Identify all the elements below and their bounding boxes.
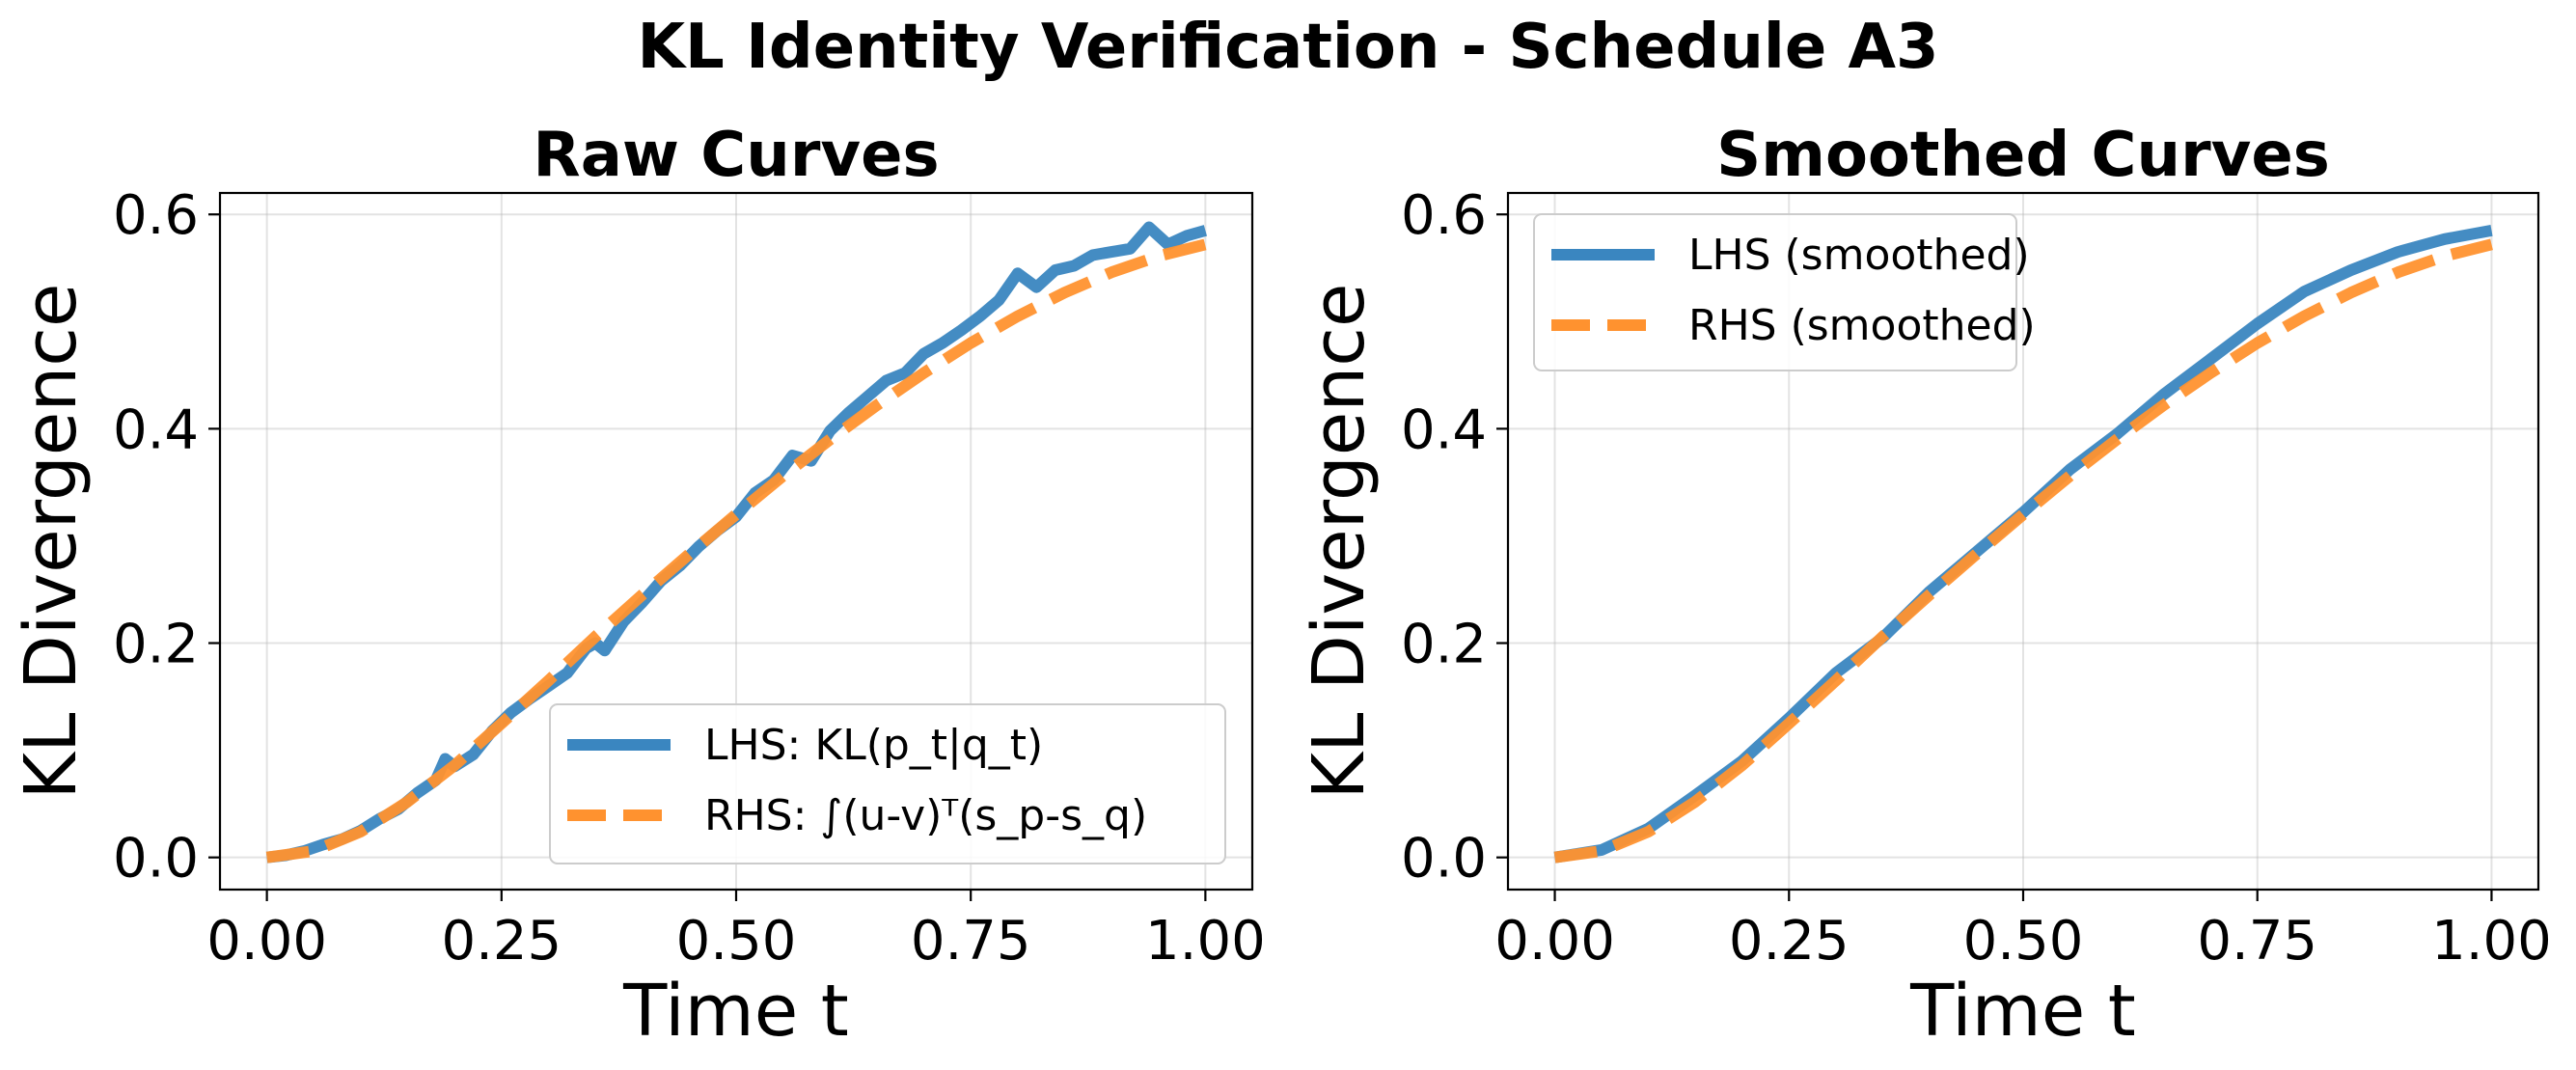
legend: LHS: KL(p_t|q_t) RHS: ∫(u-v)ᵀ(s_p-s_q) <box>549 703 1226 864</box>
legend-label-rhs: RHS (smoothed) <box>1688 301 2036 350</box>
y-axis-label: KL Divergence <box>1298 284 1381 800</box>
x-tick-label: 0.75 <box>911 910 1031 973</box>
x-tick-label: 1.00 <box>1145 910 1266 973</box>
x-tick-label: 0.25 <box>441 910 562 973</box>
y-tick-label: 0.0 <box>113 828 199 891</box>
y-axis-label: KL Divergence <box>10 284 93 800</box>
x-tick-label: 1.00 <box>2431 910 2552 973</box>
panel-title: Raw Curves <box>533 120 939 191</box>
x-axis-label: Time t <box>1909 970 2136 1053</box>
panel-title: Smoothed Curves <box>1716 120 2330 191</box>
y-tick-label: 0.4 <box>113 398 199 461</box>
x-tick-label: 0.50 <box>676 910 797 973</box>
x-axis-label: Time t <box>622 970 849 1053</box>
legend-label-lhs: LHS: KL(p_t|q_t) <box>704 721 1043 770</box>
y-tick-label: 0.6 <box>1401 184 1487 247</box>
x-tick-label: 0.25 <box>1729 910 1850 973</box>
figure-suptitle: KL Identity Verification - Schedule A3 <box>637 12 1938 83</box>
raw-curves-panel: 0.00 0.25 0.50 0.75 1.00 0.0 0.2 0.4 0.6 Raw Curv… <box>10 120 1266 1053</box>
y-tick-label: 0.4 <box>1401 398 1487 461</box>
smoothed-curves-panel: 0.00 0.25 0.50 0.75 1.00 0.0 0.2 0.4 0.6 Smoothed… <box>1298 120 2552 1053</box>
x-tick-label: 0.00 <box>206 910 327 973</box>
lhs-series-line <box>1553 224 2493 864</box>
legend: LHS (smoothed) RHS (smoothed) <box>1533 213 2036 371</box>
y-tick-label: 0.2 <box>113 614 199 676</box>
legend-box <box>549 703 1226 864</box>
x-tick-label: 0.75 <box>2197 910 2317 973</box>
y-tick-label: 0.6 <box>113 184 199 247</box>
x-tick-label: 0.50 <box>1963 910 2084 973</box>
y-tick-label: 0.0 <box>1401 828 1487 891</box>
y-tick-label: 0.2 <box>1401 614 1487 676</box>
legend-label-lhs: LHS (smoothed) <box>1688 231 2030 280</box>
legend-label-rhs: RHS: ∫(u-v)ᵀ(s_p-s_q) <box>704 791 1147 840</box>
x-tick-label: 0.00 <box>1494 910 1615 973</box>
